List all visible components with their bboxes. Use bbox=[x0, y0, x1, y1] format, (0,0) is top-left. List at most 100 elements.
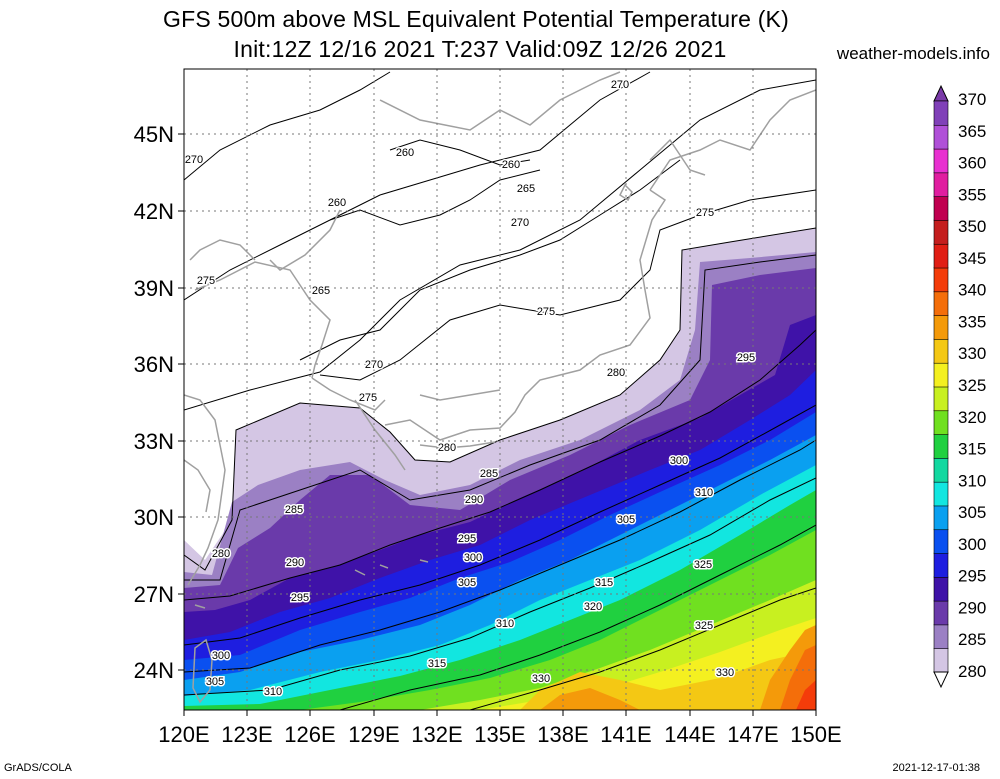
contour-label: 295 bbox=[458, 533, 476, 545]
contour-label: 305 bbox=[617, 514, 635, 526]
contour-label: 290 bbox=[465, 494, 483, 506]
colorbar-level-label: 355 bbox=[958, 185, 986, 204]
colorbar-swatch bbox=[933, 291, 949, 316]
footer-timestamp: 2021-12-17-01:38 bbox=[892, 762, 980, 774]
lon-label: 129E bbox=[348, 722, 399, 747]
colorbar-swatch bbox=[933, 386, 949, 412]
footer-software: GrADS/COLA bbox=[4, 762, 72, 774]
lat-label: 30N bbox=[134, 505, 174, 530]
contour-label: 270 bbox=[185, 154, 203, 166]
colorbar-swatch bbox=[933, 243, 949, 269]
contour-label: 295 bbox=[291, 592, 309, 604]
colorbar-level-label: 360 bbox=[958, 154, 986, 173]
lat-label: 33N bbox=[134, 429, 174, 454]
contour-label: 275 bbox=[537, 306, 555, 318]
lon-label: 132E bbox=[411, 722, 462, 747]
colorbar-swatch bbox=[933, 124, 949, 150]
map-title: GFS 500m above MSL Equivalent Potential … bbox=[163, 6, 789, 32]
colorbar-top-arrow bbox=[933, 84, 949, 102]
contour-label: 260 bbox=[328, 197, 346, 209]
lat-label: 24N bbox=[134, 658, 174, 683]
colorbar-swatch bbox=[933, 362, 949, 388]
colorbar-swatch bbox=[933, 576, 949, 602]
contour-label: 315 bbox=[428, 658, 446, 670]
colorbar-swatch bbox=[933, 100, 949, 126]
colorbar-swatch bbox=[933, 457, 949, 483]
contour-label: 285 bbox=[480, 468, 498, 480]
contour-label: 290 bbox=[286, 557, 304, 569]
contour-label: 270 bbox=[611, 79, 629, 91]
colorbar-level-label: 285 bbox=[958, 630, 986, 649]
contour-label: 275 bbox=[359, 392, 377, 404]
contour-label: 270 bbox=[365, 359, 383, 371]
lon-label: 141E bbox=[600, 722, 651, 747]
contour-label: 265 bbox=[517, 183, 535, 195]
lat-label: 27N bbox=[134, 582, 174, 607]
contour-label: 275 bbox=[197, 275, 215, 287]
contour-label: 300 bbox=[464, 552, 482, 564]
contour-label: 260 bbox=[502, 159, 520, 171]
contour-label: 280 bbox=[607, 367, 625, 379]
colorbar-swatch bbox=[933, 600, 949, 626]
contour-label: 315 bbox=[595, 577, 613, 589]
colorbar-level-label: 290 bbox=[958, 598, 986, 617]
lon-label: 138E bbox=[537, 722, 588, 747]
colorbar-level-label: 320 bbox=[958, 408, 986, 427]
contour-label: 265 bbox=[312, 285, 330, 297]
colorbar-swatch bbox=[933, 505, 949, 531]
contour-label: 285 bbox=[285, 504, 303, 516]
colorbar-swatch bbox=[933, 481, 949, 507]
colorbar-level-label: 325 bbox=[958, 376, 986, 395]
colorbar-swatch bbox=[933, 409, 949, 435]
band-355 bbox=[796, 680, 816, 710]
colorbar-level-label: 345 bbox=[958, 249, 986, 268]
contour-label: 300 bbox=[212, 650, 230, 662]
colorbar-swatch bbox=[933, 267, 949, 293]
colorbar-level-label: 350 bbox=[958, 217, 986, 236]
contour-label: 305 bbox=[206, 676, 224, 688]
site-credit: weather-models.info bbox=[836, 44, 990, 63]
contour-label: 260 bbox=[396, 147, 414, 159]
lon-label: 144E bbox=[664, 722, 715, 747]
lat-label: 42N bbox=[134, 199, 174, 224]
colorbar-level-label: 335 bbox=[958, 312, 986, 331]
contour-label: 330 bbox=[532, 673, 550, 685]
contour-label: 280 bbox=[212, 548, 230, 560]
lat-label: 36N bbox=[134, 352, 174, 377]
contour-label: 310 bbox=[264, 686, 282, 698]
contour-label: 325 bbox=[695, 620, 713, 632]
colorbar-swatch bbox=[933, 647, 949, 673]
colorbar-swatch bbox=[933, 219, 949, 245]
lat-label: 45N bbox=[134, 122, 174, 147]
lon-label: 150E bbox=[790, 722, 841, 747]
lon-label: 123E bbox=[221, 722, 272, 747]
colorbar-swatch bbox=[933, 172, 949, 197]
contour-label: 310 bbox=[695, 487, 713, 499]
contour-label: 320 bbox=[584, 601, 602, 613]
lon-label: 120E bbox=[158, 722, 209, 747]
colorbar-level-label: 300 bbox=[958, 535, 986, 554]
colorbar-level-label: 305 bbox=[958, 503, 986, 522]
colorbar-swatch bbox=[933, 552, 949, 578]
axis-ticks bbox=[178, 133, 817, 716]
contour-label: 280 bbox=[438, 442, 456, 454]
colorbar-swatch bbox=[933, 338, 949, 364]
colorbar-swatch bbox=[933, 433, 949, 459]
lon-label: 147E bbox=[727, 722, 778, 747]
latitude-labels: 45N 42N 39N 36N 33N 30N 27N 24N bbox=[134, 122, 174, 683]
contour-label: 270 bbox=[511, 217, 529, 229]
contour-labels: 270 260 260 270 265 260 275 270 275 265 275 295 270 2… bbox=[184, 78, 757, 700]
contour-label: 330 bbox=[716, 667, 734, 679]
colorbar-level-label: 280 bbox=[958, 662, 986, 681]
colorbar-level-label: 340 bbox=[958, 281, 986, 300]
colorbar-level-label: 370 bbox=[958, 90, 986, 109]
isotherm-contours bbox=[184, 71, 816, 710]
contour-label: 275 bbox=[696, 207, 714, 219]
colorbar-level-label: 365 bbox=[958, 122, 986, 141]
contour-label: 295 bbox=[737, 352, 755, 364]
map-subtitle: Init:12Z 12/16 2021 T:237 Valid:09Z 12/2… bbox=[233, 36, 727, 62]
contour-label: 310 bbox=[496, 618, 514, 630]
lat-lon-grid bbox=[184, 69, 816, 710]
colorbar-level-label: 295 bbox=[958, 567, 986, 586]
